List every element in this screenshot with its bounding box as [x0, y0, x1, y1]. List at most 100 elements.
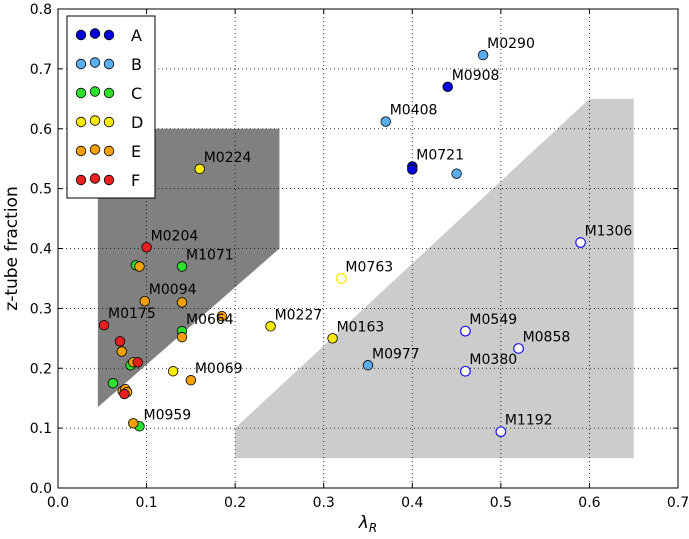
- point-label: M0959: [143, 407, 191, 423]
- legend-marker: [75, 145, 87, 157]
- point-open-blue: [513, 343, 524, 354]
- x-tick-label: 0.1: [135, 495, 157, 511]
- point-label: M0227: [275, 307, 323, 323]
- point-e: [176, 331, 188, 343]
- axis-ticks: 0.0 0.1 0.2 0.3 0.4 0.5 0.6 0.7 0.0 0.1 0.2 0.3 0.4 0…: [30, 2, 689, 511]
- y-tick-label: 0.5: [30, 182, 52, 198]
- point-open-blue: [495, 426, 507, 438]
- point-label: M0977: [372, 346, 420, 362]
- x-tick-label: 0.4: [401, 495, 423, 511]
- legend-marker: [89, 173, 101, 184]
- legend-marker: [75, 29, 87, 41]
- legend-marker: [75, 58, 87, 70]
- x-tick-label: 0.6: [578, 495, 600, 511]
- legend-marker: [75, 116, 87, 128]
- legend-marker: [103, 29, 115, 41]
- x-tick-label: 0.2: [224, 495, 246, 511]
- shaded-regions: [97, 98, 634, 459]
- point-b: [477, 49, 489, 61]
- x-tick-label: 0.0: [47, 495, 69, 511]
- point-f: [98, 319, 110, 331]
- point-b: [362, 360, 374, 371]
- point-e: [116, 346, 127, 357]
- point-e: [176, 297, 188, 308]
- y-tick-label: 0.8: [30, 2, 52, 18]
- legend-item: A: [75, 26, 142, 45]
- legend-item: F: [75, 171, 140, 190]
- legend-marker: [89, 115, 101, 126]
- x-tick-label: 0.7: [667, 495, 689, 511]
- legend-marker: [103, 174, 115, 186]
- point-open-blue: [460, 365, 471, 377]
- point-f: [114, 336, 126, 347]
- legend-label: B: [131, 55, 142, 74]
- y-tick-label: 0.7: [30, 62, 52, 78]
- point-label: M0908: [452, 68, 500, 84]
- y-tick-label: 0.1: [30, 421, 52, 437]
- legend-marker: [103, 145, 115, 157]
- legend-item: C: [75, 84, 142, 103]
- legend-marker: [89, 86, 101, 97]
- legend-label: E: [131, 142, 141, 161]
- point-f: [141, 242, 152, 253]
- point-label: M1071: [186, 247, 234, 263]
- legend-item: B: [75, 55, 142, 74]
- point-label: M0069: [195, 361, 243, 377]
- legend-label: F: [131, 171, 140, 190]
- point-label: M0094: [149, 282, 197, 298]
- y-tick-label: 0.2: [30, 361, 52, 377]
- x-tick-label: 0.3: [313, 495, 335, 511]
- legend-item: E: [75, 142, 141, 161]
- point-e: [216, 310, 228, 322]
- point-d: [327, 333, 338, 344]
- y-tick-label: 0.6: [30, 122, 52, 138]
- grid-lines: [58, 9, 678, 488]
- legend-marker: [89, 144, 101, 155]
- point-label: M1306: [585, 224, 633, 240]
- point-c: [107, 378, 119, 389]
- y-tick-label: 0.4: [30, 242, 52, 258]
- legend-item: D: [75, 113, 143, 132]
- point-open-blue: [575, 237, 586, 248]
- point-label: M0224: [204, 150, 252, 166]
- point-e: [128, 418, 139, 429]
- point-d: [167, 366, 179, 377]
- point-label: M0380: [469, 352, 517, 368]
- point-f: [132, 357, 143, 368]
- legend-label: D: [131, 113, 143, 132]
- point-d: [265, 321, 276, 332]
- legend-label: A: [131, 26, 142, 45]
- point-labels: M0290 M0908 M0408 M0721 M0224 M1306 M0204 M1071…: [108, 36, 632, 429]
- x-axis-label: λR: [358, 513, 377, 535]
- legend-box: [66, 15, 156, 199]
- point-d-open: [336, 273, 347, 284]
- legend-marker: [103, 116, 115, 128]
- legend-marker: [103, 87, 115, 99]
- point-d: [194, 163, 205, 175]
- point-e: [139, 295, 151, 307]
- point-label: M0721: [416, 147, 464, 163]
- point-e: [185, 375, 197, 386]
- legend-marker: [89, 57, 101, 68]
- legend-label: C: [131, 84, 142, 103]
- legend-marker: [75, 87, 87, 99]
- point-label: M0290: [487, 36, 535, 52]
- point-e: [134, 261, 145, 272]
- x-tick-label: 0.5: [490, 495, 512, 511]
- legend-marker: [89, 28, 101, 39]
- y-tick-label: 0.0: [30, 481, 52, 497]
- point-label: M0163: [337, 319, 385, 335]
- point-b: [380, 116, 391, 127]
- point-label: M1192: [505, 413, 553, 429]
- y-axis-label: z-tube fraction: [2, 186, 22, 310]
- point-a: [442, 81, 453, 93]
- point-label: M0408: [390, 103, 438, 119]
- point-label: M0175: [108, 306, 156, 322]
- point-c: [176, 261, 188, 272]
- point-label: M0763: [345, 259, 393, 275]
- y-tick-label: 0.3: [30, 301, 52, 317]
- legend-marker: [103, 58, 115, 70]
- point-label: M0204: [151, 228, 199, 244]
